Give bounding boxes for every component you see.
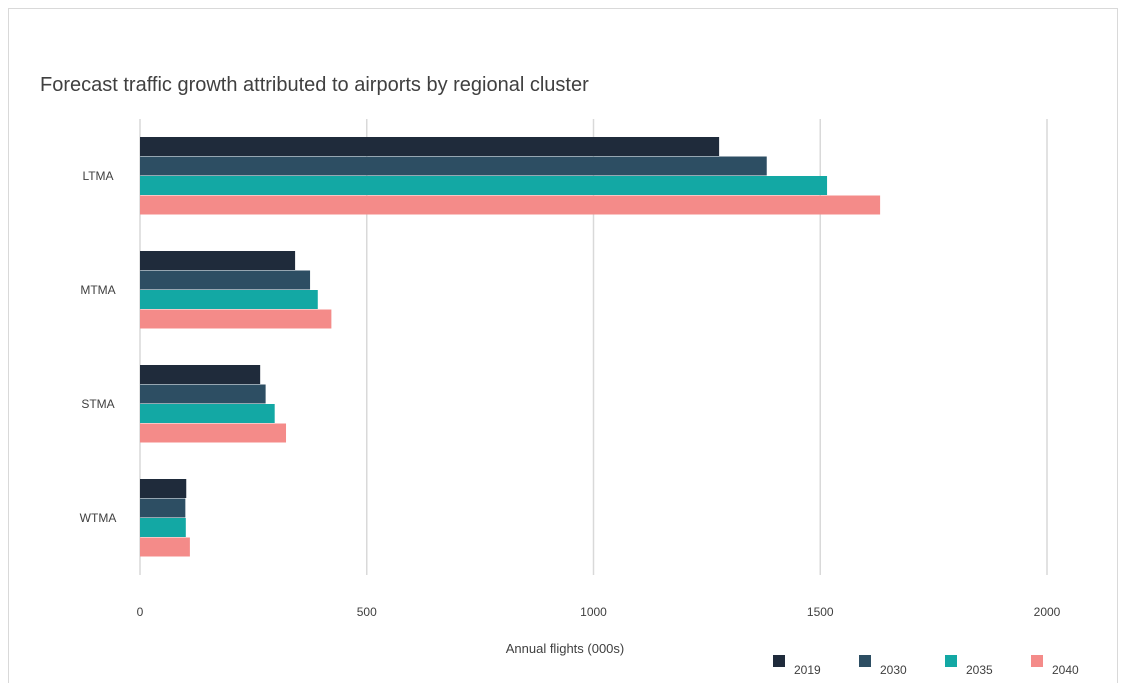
bar-wtma-2019 [140, 479, 187, 498]
bar-stma-2035 [140, 404, 275, 423]
bar-wtma-2030 [140, 498, 186, 518]
x-tick-labels: 0 500 1000 1500 2000 [137, 605, 1061, 619]
legend: 2019 2030 2035 2040 [773, 655, 1079, 677]
legend-swatch-2035 [945, 655, 957, 667]
x-tick-label: 500 [357, 605, 377, 619]
bar-ltma-2035 [140, 176, 828, 195]
chart-frame [8, 8, 1118, 683]
bars [140, 137, 881, 557]
chart-title: Forecast traffic growth attributed to ai… [40, 74, 589, 96]
bar-stma-2030 [140, 384, 266, 404]
category-label: STMA [81, 397, 114, 411]
bar-ltma-2040 [140, 195, 881, 215]
bar-wtma-2035 [140, 518, 186, 537]
bar-mtma-2035 [140, 290, 318, 309]
category-labels: LTMA MTMA STMA WTMA [80, 169, 117, 525]
legend-label-2035: 2035 [966, 663, 993, 677]
bar-mtma-2019 [140, 251, 296, 270]
bar-ltma-2019 [140, 137, 720, 156]
bar-ltma-2030 [140, 156, 767, 176]
x-tick-label: 1000 [580, 605, 607, 619]
category-label: LTMA [82, 169, 113, 183]
category-label: MTMA [80, 283, 115, 297]
legend-swatch-2030 [859, 655, 871, 667]
x-tick-label: 1500 [807, 605, 834, 619]
x-tick-label: 2000 [1034, 605, 1061, 619]
legend-swatch-2019 [773, 655, 785, 667]
bar-wtma-2040 [140, 537, 190, 557]
legend-swatch-2040 [1031, 655, 1043, 667]
legend-label-2019: 2019 [794, 663, 821, 677]
bar-stma-2019 [140, 365, 261, 384]
bar-mtma-2040 [140, 309, 332, 329]
bar-stma-2040 [140, 423, 287, 443]
legend-label-2030: 2030 [880, 663, 907, 677]
bar-mtma-2030 [140, 270, 311, 290]
x-axis-label: Annual flights (000s) [506, 641, 625, 656]
x-tick-label: 0 [137, 605, 144, 619]
legend-label-2040: 2040 [1052, 663, 1079, 677]
category-label: WTMA [80, 511, 117, 525]
